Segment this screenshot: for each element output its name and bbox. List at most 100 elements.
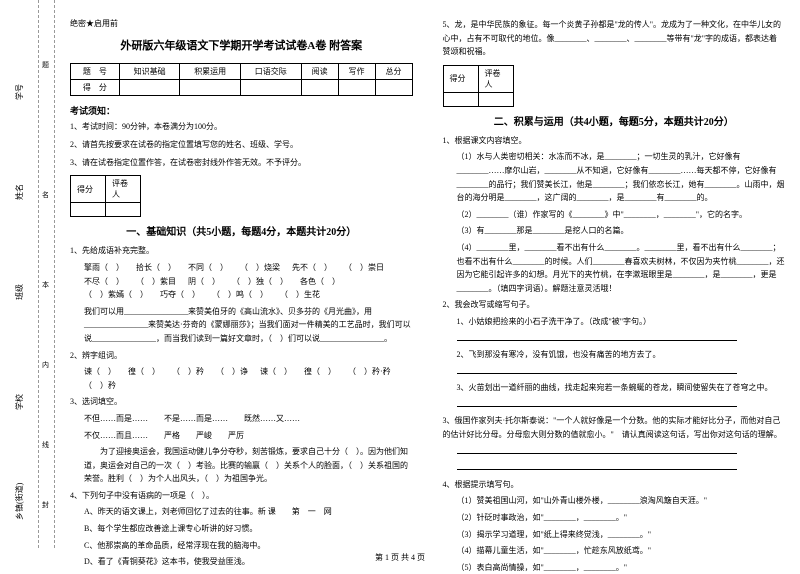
binding-margin: 乡镇(街道) 学校 班级 姓名 学号 题 名 本 内 线 封 — [0, 0, 55, 548]
score-header: 总分 — [375, 64, 412, 80]
q6-item: （2）________（谁）作家写的《________》中"________，_… — [443, 208, 786, 222]
score-cell — [375, 80, 412, 96]
eval-cell: 评卷人 — [478, 65, 513, 92]
idiom-item: 不尽（ ） — [84, 275, 124, 289]
idiom-item: 擎雨（ ） — [84, 261, 124, 275]
q5-stem: 5、龙，是中华民族的象征。每一个炎黄子孙都是"龙的传人"。龙成为了一种文化，在中… — [443, 18, 786, 59]
word-item: 徨（ ） — [304, 365, 336, 379]
q7-item: 2、飞到那没有寒冷，没有饥饿，也没有痛苦的地方去了。 — [443, 348, 786, 362]
margin-label-id: 学号 — [14, 84, 25, 100]
idiom-item: （ ）独（ ） — [232, 275, 288, 289]
q4-opt: C、他那崇高的革命品质，经常浮现在我的脑海中。 — [70, 539, 413, 553]
q4-opt: A、昨天的语文课上，刘老师回忆了过去的往事。新 课 第 一 网 — [70, 505, 413, 519]
idiom-item: （ ）鸣（ ） — [212, 288, 268, 302]
dashed-line — [38, 0, 39, 548]
word-item: （ ）矜·矜 — [348, 365, 391, 379]
idiom-item: 先不（ ） — [292, 261, 332, 275]
q7-item: 1、小姑娘把捡来的小石子洗干净了。（改成"被"字句。） — [443, 315, 786, 329]
idiom-item: 巧夺（ ） — [160, 288, 200, 302]
eval-table: 得分评卷人 — [70, 175, 141, 217]
idiom-item: 各色（ ） — [300, 275, 340, 289]
answer-line — [457, 365, 737, 374]
score-cell — [301, 80, 338, 96]
q9-stem: 4、根据提示填写句。 — [443, 478, 786, 492]
idiom-item: （ ）紫嫣（ ） — [84, 288, 148, 302]
word-item: 谏（ ） — [84, 365, 116, 379]
q6-item: （1）水与人类密切相关：水冻而不冰，是________；一切生灵的乳汁，它好像有… — [443, 150, 786, 204]
q3-line3: 为了迎接奥运会，我国运动健儿争分夺秒，刻苦锻炼，要求自己十分（ ）。因为他们知道… — [70, 445, 413, 486]
score-header: 写作 — [338, 64, 375, 80]
idiom-item: （ ）崇日 — [344, 261, 384, 275]
idiom-item: （ ）紫目 — [136, 275, 176, 289]
idiom-item: 不同（ ） — [188, 261, 228, 275]
idiom-item: （ ）烧梁 — [240, 261, 280, 275]
q6-stem: 1、根据课文内容填空。 — [443, 134, 786, 148]
margin-label-township: 乡镇(街道) — [14, 483, 25, 520]
section2-heading: 二、积累与运用（共4小题，每题5分，本题共计20分） — [443, 113, 786, 128]
dash-mark: 本 — [42, 280, 49, 290]
answer-line — [457, 398, 737, 407]
q1-stem: 1、先给成语补充完整。 — [70, 244, 413, 258]
score-cell — [119, 80, 180, 96]
q8-stem: 3、俄国作家列夫·托尔斯泰说："一个人就好像是一个分数。他的实际才能好比分子，而… — [443, 414, 786, 441]
left-column: 绝密★启用前 外研版六年级语文下学期开学考试试卷A卷 附答案 题 号 知识基础 … — [55, 0, 428, 548]
q9-item: （1）赞美祖国山河，如"山外青山楼外楼，________浪淘风簸自天涯。" — [443, 494, 786, 508]
dash-mark: 内 — [42, 360, 49, 370]
q3-line1: 不但……而是…… 不是……而是…… 既然……又…… — [70, 412, 413, 426]
dash-mark: 名 — [42, 190, 49, 200]
eval-blank — [71, 203, 106, 217]
score-header: 口语交际 — [241, 64, 302, 80]
q3-line2: 不仅……而且…… 严格 严峻 严厉 — [70, 429, 413, 443]
q9-item: （2）针砭时事政治，如"________，________。" — [443, 511, 786, 525]
score-header: 阅读 — [301, 64, 338, 80]
score-header: 题 号 — [71, 64, 120, 80]
q6-item: （4）________里，________看不出有什么________。____… — [443, 241, 786, 295]
score-header: 知识基础 — [119, 64, 180, 80]
answer-line — [457, 445, 737, 454]
notice-item: 3、请在试卷指定位置作答，在试卷密封线外作答无效。不予评分。 — [70, 157, 413, 170]
section1-heading: 一、基础知识（共5小题，每题4分，本题共计20分） — [70, 223, 413, 238]
answer-line — [457, 332, 737, 341]
eval-blank — [478, 92, 513, 106]
q7-stem: 2、我会改写或缩写句子。 — [443, 298, 786, 312]
q1-items: 擎雨（ ） 拾长（ ） 不同（ ） （ ）烧梁 先不（ ） （ ）崇日 不尽（ … — [70, 261, 413, 302]
eval-blank — [106, 203, 141, 217]
answer-line — [457, 461, 737, 470]
margin-label-school: 学校 — [14, 394, 25, 410]
score-cell — [241, 80, 302, 96]
eval-table-2: 得分评卷人 — [443, 65, 514, 107]
score-header: 积累运用 — [180, 64, 241, 80]
notice-title: 考试须知： — [70, 104, 413, 117]
word-item: 谏（ ） — [260, 365, 292, 379]
score-cell — [180, 80, 241, 96]
dash-mark: 线 — [42, 440, 49, 450]
q3-stem: 3、选词填空。 — [70, 395, 413, 409]
idiom-item: 阴（ ） — [188, 275, 220, 289]
dash-mark: 题 — [42, 60, 49, 70]
right-column: 5、龙，是中华民族的象征。每一个炎黄子孙都是"龙的传人"。龙成为了一种文化，在中… — [428, 0, 800, 548]
notice-item: 1、考试时间：90分钟，本卷满分为100分。 — [70, 121, 413, 134]
eval-blank — [443, 92, 478, 106]
confidential-mark: 绝密★启用前 — [70, 18, 413, 29]
paper-title: 外研版六年级语文下学期开学考试试卷A卷 附答案 — [70, 37, 413, 53]
eval-cell: 得分 — [71, 176, 106, 203]
page-footer: 第 1 页 共 4 页 — [0, 552, 800, 563]
margin-label-name: 姓名 — [14, 184, 25, 200]
q4-stem: 4、下列句子中没有语病的一项是（ ）。 — [70, 489, 413, 503]
q6-item: （3）有________那是________是挖人口的名篇。 — [443, 224, 786, 238]
word-item: （ ）诤 — [216, 365, 248, 379]
eval-cell: 得分 — [443, 65, 478, 92]
score-table: 题 号 知识基础 积累运用 口语交际 阅读 写作 总分 得 分 — [70, 63, 413, 96]
idiom-item: 拾长（ ） — [136, 261, 176, 275]
notice-item: 2、请首先按要求在试卷的指定位置填写您的姓名、班级、学号。 — [70, 139, 413, 152]
score-row-label: 得 分 — [71, 80, 120, 96]
word-item: 徨（ ） — [128, 365, 160, 379]
q9-item: （3）揭示学习道理，如"纸上得来终觉浅，________。" — [443, 528, 786, 542]
word-item: （ ）矜 — [84, 379, 116, 393]
q2-stem: 2、辨字组词。 — [70, 349, 413, 363]
margin-label-class: 班级 — [14, 284, 25, 300]
score-cell — [338, 80, 375, 96]
dash-mark: 封 — [42, 500, 49, 510]
idiom-item: （ ）生花 — [280, 288, 320, 302]
word-item: （ ）矜 — [172, 365, 204, 379]
